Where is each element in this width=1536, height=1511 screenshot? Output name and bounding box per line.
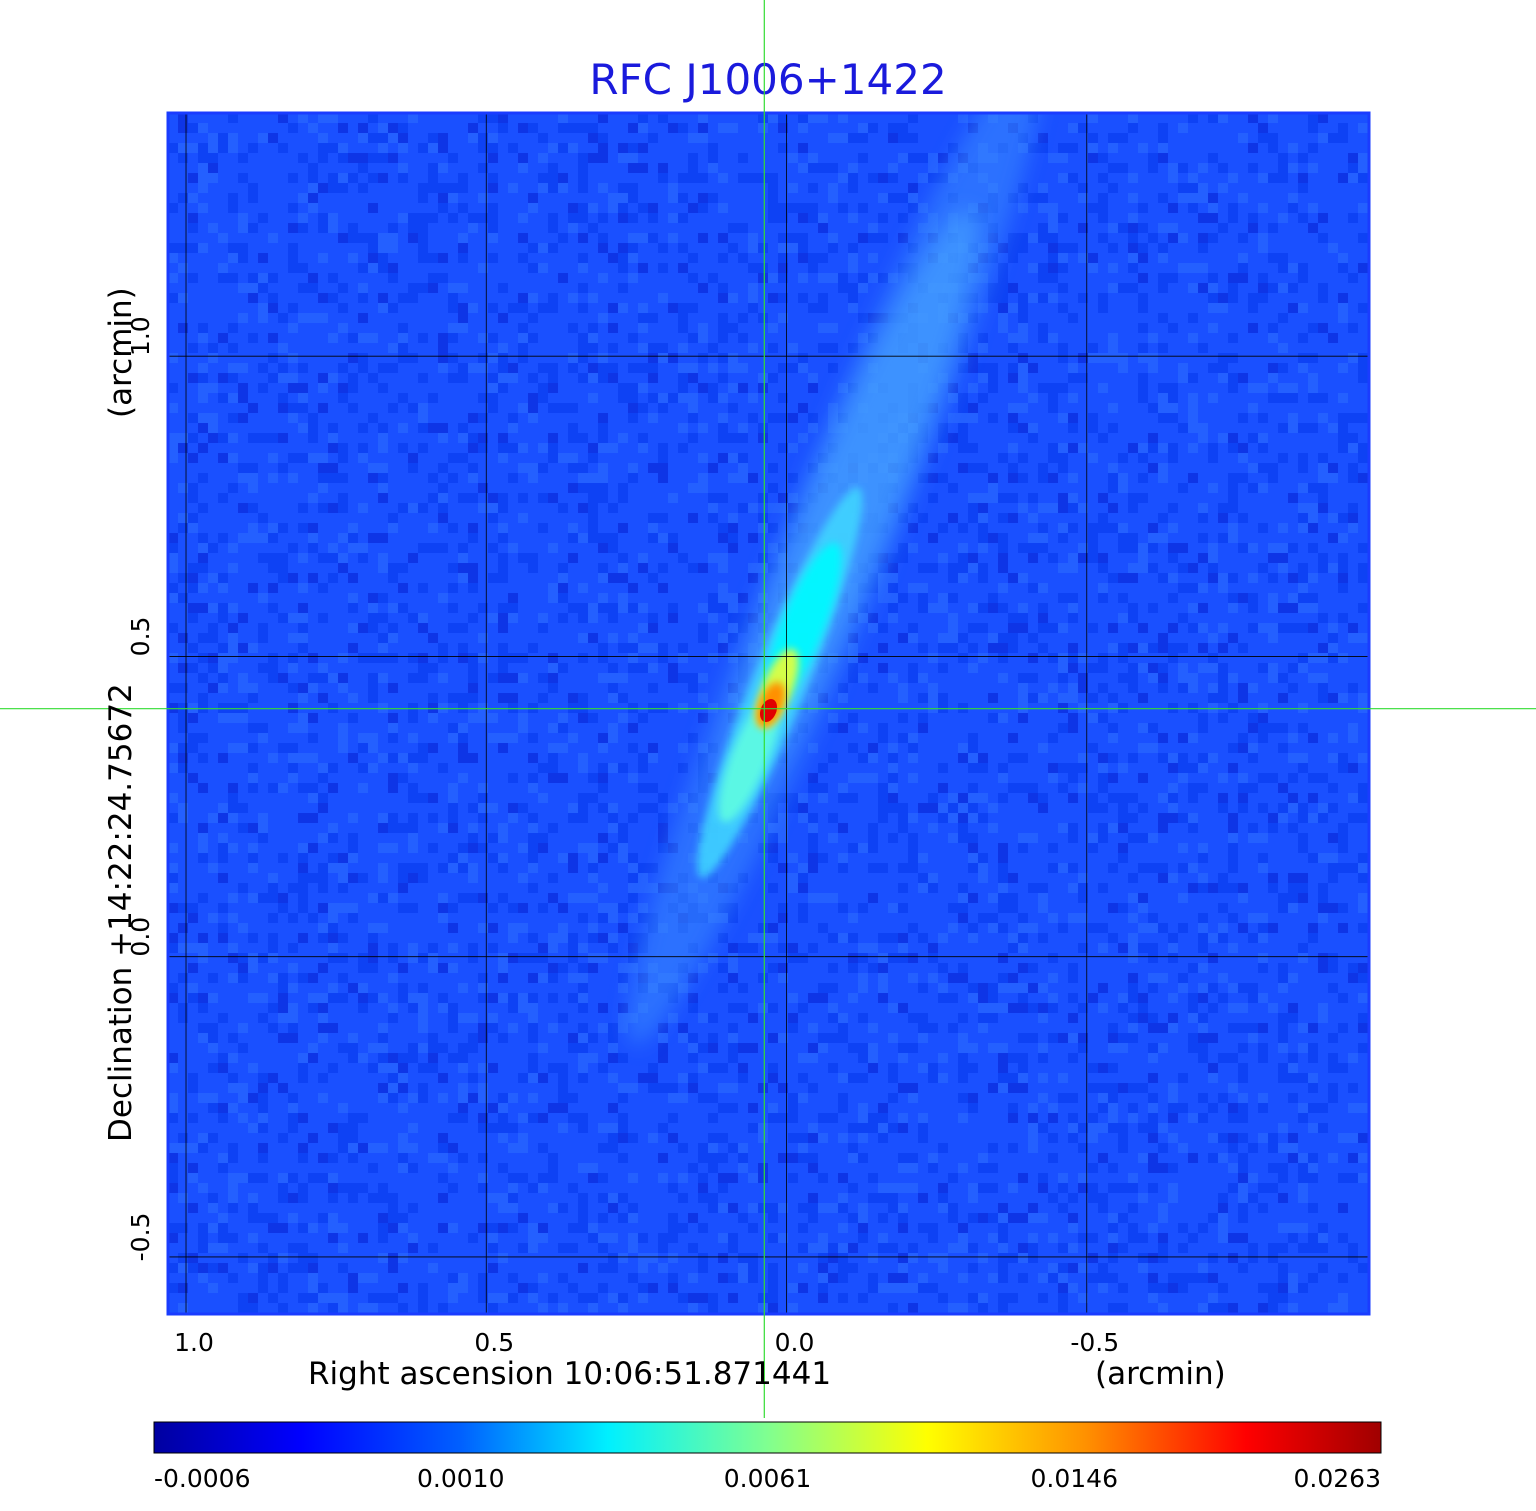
colorbar-tick-label: -0.0006 xyxy=(154,1464,251,1493)
y-axis-unit: (arcmin) xyxy=(103,287,139,418)
y-tick-label: 0.0 xyxy=(126,917,155,957)
x-tick-label: 0.5 xyxy=(474,1328,514,1357)
grid-lines xyxy=(168,113,1369,1314)
noise-pixels xyxy=(168,113,1369,1314)
y-tick-label: 0.5 xyxy=(126,617,155,657)
y-tick-label: -0.5 xyxy=(126,1213,155,1262)
colorbar-tick-label: 0.0263 xyxy=(1294,1464,1381,1493)
colorbar-tick-labels: -0.0006 0.0010 0.0061 0.0146 0.0263 xyxy=(154,1464,1381,1493)
x-tick-label: 0.0 xyxy=(775,1328,815,1357)
jet-emission xyxy=(627,113,1045,1045)
x-tick-labels: 1.0 0.5 0.0 -0.5 xyxy=(174,1328,1119,1357)
plot-area xyxy=(168,113,1369,1314)
plot-frame xyxy=(166,111,1371,1316)
colorbar-tick-label: 0.0146 xyxy=(1031,1464,1118,1493)
y-axis-label: Declination +14:22:24.75672 xyxy=(103,683,139,1142)
x-axis-unit: (arcmin) xyxy=(1095,1356,1226,1392)
y-tick-labels: 1.0 0.5 0.0 -0.5 xyxy=(126,316,155,1261)
chart-title: RFC J1006+1422 xyxy=(589,55,946,104)
colorbar-tick-label: 0.0010 xyxy=(417,1464,504,1493)
x-axis-label: Right ascension 10:06:51.871441 xyxy=(308,1356,831,1392)
y-tick-label: 1.0 xyxy=(126,316,155,356)
colorbar xyxy=(153,1421,1382,1454)
colorbar-tick-label: 0.0061 xyxy=(724,1464,811,1493)
x-tick-label: 1.0 xyxy=(174,1328,214,1357)
x-tick-label: -0.5 xyxy=(1070,1328,1119,1357)
